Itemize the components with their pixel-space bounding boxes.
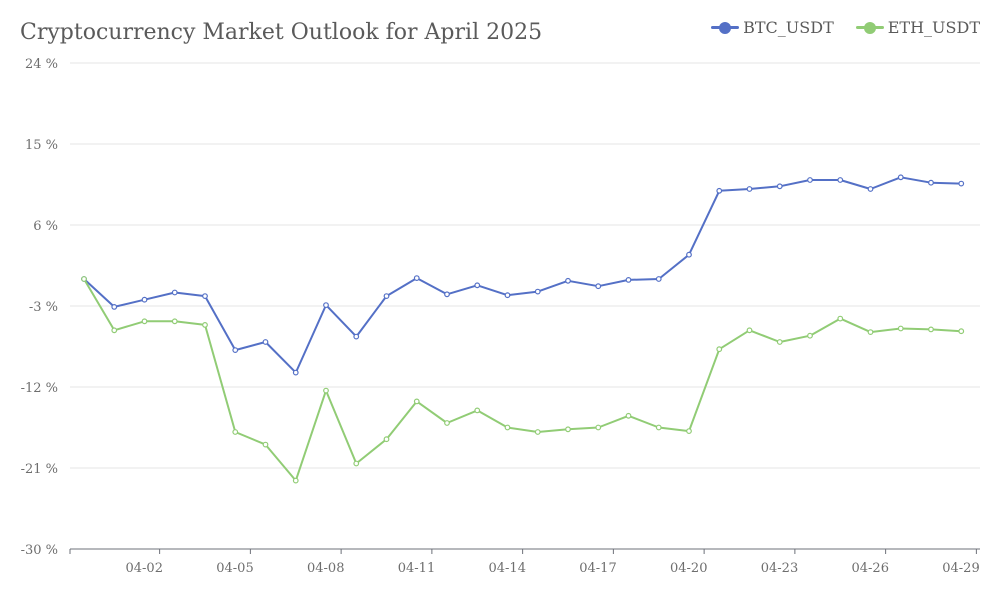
data-point[interactable] (413, 275, 420, 282)
data-point[interactable] (353, 460, 360, 467)
data-point[interactable] (353, 333, 360, 340)
data-point[interactable] (504, 424, 511, 431)
legend-label-btc: BTC_USDT (743, 18, 834, 37)
x-tick-label: 04-11 (398, 561, 435, 576)
data-point[interactable] (958, 180, 965, 187)
data-point[interactable] (625, 412, 632, 419)
series-line (83, 278, 962, 482)
data-point[interactable] (171, 289, 178, 296)
x-tick-label: 04-05 (216, 561, 253, 576)
data-point[interactable] (867, 329, 874, 336)
data-point[interactable] (383, 293, 390, 300)
legend-item-btc[interactable]: BTC_USDT (711, 18, 834, 37)
x-tick-label: 04-02 (126, 561, 163, 576)
grid-lines (70, 62, 980, 469)
data-point[interactable] (141, 296, 148, 303)
legend-swatch-btc (711, 21, 740, 35)
series-line (83, 176, 962, 374)
data-point[interactable] (655, 276, 662, 282)
series-eth-usdt (81, 276, 965, 484)
data-point[interactable] (474, 407, 481, 414)
data-point[interactable] (776, 339, 783, 345)
data-point[interactable] (837, 177, 844, 183)
data-point[interactable] (867, 186, 874, 192)
data-point[interactable] (686, 251, 692, 258)
data-point[interactable] (716, 346, 723, 353)
data-point[interactable] (262, 441, 269, 448)
data-point[interactable] (534, 429, 541, 435)
series-btc-usdt (81, 174, 965, 376)
data-point[interactable] (807, 177, 813, 183)
x-tick-label: 04-29 (942, 561, 979, 576)
legend-item-eth[interactable]: ETH_USDT (855, 18, 980, 37)
y-tick-label: -21 % (21, 462, 58, 477)
data-point[interactable] (232, 347, 239, 354)
data-point[interactable] (444, 291, 450, 298)
data-point[interactable] (686, 428, 692, 435)
data-point[interactable] (202, 293, 208, 300)
series-layer (81, 174, 965, 484)
data-point[interactable] (383, 436, 390, 443)
data-point[interactable] (413, 398, 420, 405)
data-point[interactable] (202, 322, 208, 328)
data-point[interactable] (232, 429, 239, 435)
data-point[interactable] (716, 187, 723, 194)
data-point[interactable] (444, 420, 450, 426)
data-point[interactable] (807, 332, 813, 339)
data-point[interactable] (776, 183, 783, 190)
x-tick-label: 04-08 (307, 561, 344, 576)
data-point[interactable] (323, 302, 329, 309)
data-point[interactable] (323, 387, 329, 394)
data-point[interactable] (81, 276, 87, 282)
y-axis: 24 % 15 % 6 % -3 % -12 % -21 % -30 % (21, 57, 58, 558)
y-tick-label: -3 % (29, 300, 58, 315)
data-point[interactable] (897, 325, 904, 332)
data-point[interactable] (171, 318, 178, 325)
data-point[interactable] (595, 283, 602, 290)
data-point[interactable] (746, 327, 753, 334)
y-tick-label: -30 % (21, 543, 58, 558)
legend-swatch-eth (855, 21, 884, 35)
x-tick-label: 04-14 (489, 561, 526, 576)
x-tick-label: 04-23 (761, 561, 798, 576)
data-point[interactable] (746, 186, 753, 192)
legend-label-eth: ETH_USDT (887, 18, 980, 37)
legend: BTC_USDT ETH_USDT (711, 18, 980, 37)
data-point[interactable] (565, 426, 571, 433)
data-point[interactable] (504, 292, 511, 299)
y-tick-label: 24 % (25, 57, 58, 72)
x-tick-label: 04-17 (579, 561, 616, 576)
data-point[interactable] (625, 277, 632, 283)
data-point[interactable] (928, 326, 934, 333)
data-point[interactable] (595, 424, 602, 431)
data-point[interactable] (474, 282, 481, 289)
data-point[interactable] (928, 179, 934, 186)
data-point[interactable] (655, 424, 662, 431)
chart-title: Cryptocurrency Market Outlook for April … (20, 20, 543, 45)
data-point[interactable] (897, 174, 904, 181)
x-tick-label: 04-20 (670, 561, 707, 576)
data-point[interactable] (111, 304, 118, 310)
x-tick-label: 04-26 (852, 561, 889, 576)
data-point[interactable] (534, 288, 541, 295)
y-tick-label: 15 % (25, 138, 58, 153)
y-tick-label: 6 % (33, 219, 58, 234)
data-point[interactable] (292, 477, 299, 484)
data-point[interactable] (837, 315, 844, 322)
data-point[interactable] (292, 369, 299, 376)
data-point[interactable] (111, 327, 118, 334)
data-point[interactable] (565, 277, 571, 284)
data-point[interactable] (141, 318, 148, 325)
data-point[interactable] (958, 328, 965, 335)
x-axis: 04-02 04-05 04-08 04-11 04-14 04-17 04-20 04-23… (69, 548, 980, 576)
y-tick-label: -12 % (21, 381, 58, 396)
data-point[interactable] (262, 339, 269, 345)
